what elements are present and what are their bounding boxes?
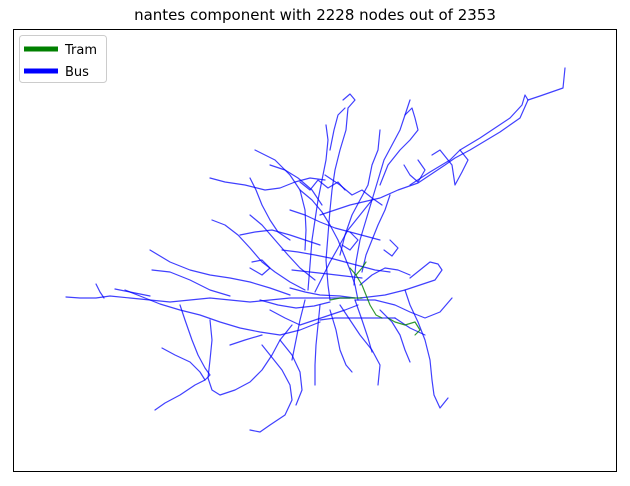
axes-frame (13, 29, 617, 472)
tram-network (329, 261, 421, 336)
bus-network (65, 67, 566, 433)
chart-title: nantes component with 2228 nodes out of … (134, 6, 496, 24)
legend-label-bus: Bus (65, 65, 89, 80)
legend-label-tram: Tram (64, 43, 97, 58)
legend: Tram Bus (19, 35, 107, 83)
